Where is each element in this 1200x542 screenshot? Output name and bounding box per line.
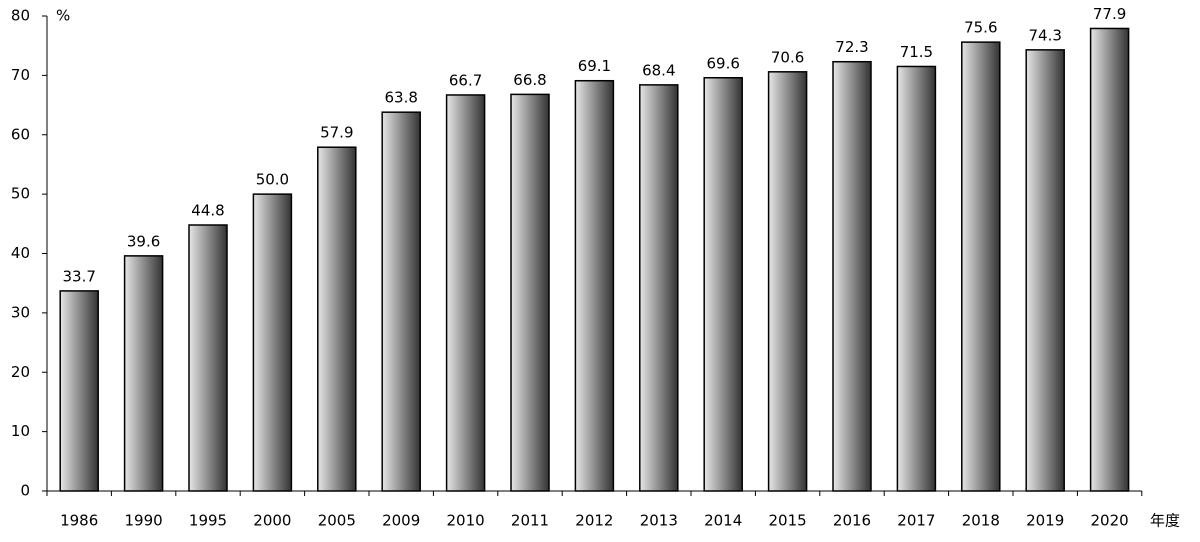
bar [59, 290, 99, 492]
x-tick-label: 2005 [318, 512, 356, 530]
x-tick-label: 2011 [511, 512, 549, 530]
bar [252, 193, 293, 492]
bar [445, 94, 486, 492]
value-label: 63.8 [384, 89, 417, 107]
value-label: 66.7 [449, 71, 482, 89]
value-label: 72.3 [835, 38, 868, 56]
x-tick-label: 2012 [575, 512, 613, 530]
value-label: 57.9 [320, 124, 353, 142]
x-tick-label: 2018 [962, 512, 1000, 530]
y-tick-label: 60 [11, 125, 30, 143]
x-tick-label: 2000 [253, 512, 291, 530]
bar [188, 224, 228, 492]
x-tick-label: 2015 [769, 512, 807, 530]
x-tick-label: 1995 [189, 512, 227, 530]
bar [1025, 49, 1065, 492]
bar [123, 255, 164, 492]
y-tick-label: 10 [11, 422, 30, 440]
bar [381, 111, 421, 492]
x-axis-label: 年度 [1150, 512, 1180, 530]
value-label: 75.6 [964, 19, 997, 37]
y-tick-label: 30 [11, 303, 30, 321]
value-label: 70.6 [771, 48, 804, 66]
x-tick-label: 2010 [447, 512, 485, 530]
y-tick-label: 70 [11, 66, 30, 84]
bar [317, 146, 357, 492]
bar [1089, 27, 1130, 492]
y-tick-label: 50 [11, 185, 30, 203]
y-tick-label: 80 [11, 7, 30, 25]
bar [639, 84, 679, 492]
y-tick-label: 40 [11, 244, 30, 262]
bar [896, 65, 937, 492]
y-tick-label: 0 [20, 482, 30, 500]
value-label: 74.3 [1028, 26, 1061, 44]
x-tick-label: 2014 [704, 512, 742, 530]
value-label: 68.4 [642, 61, 675, 79]
bar [832, 60, 872, 492]
value-label: 44.8 [191, 202, 224, 220]
bar [703, 77, 743, 492]
value-label: 69.1 [578, 57, 611, 75]
value-label: 39.6 [127, 232, 160, 250]
bar [510, 93, 550, 492]
y-tick-label: 20 [11, 363, 30, 381]
y-unit: % [56, 7, 70, 25]
value-label: 71.5 [900, 43, 933, 61]
bar [961, 41, 1001, 492]
x-tick-label: 2009 [382, 512, 420, 530]
x-tick-label: 2017 [897, 512, 935, 530]
x-tick-label: 2013 [640, 512, 678, 530]
value-label: 33.7 [62, 267, 95, 285]
x-tick-label: 2016 [833, 512, 871, 530]
value-label: 50.0 [256, 171, 289, 189]
x-tick-label: 1986 [60, 512, 98, 530]
bar [767, 71, 808, 492]
value-label: 66.8 [513, 71, 546, 89]
x-tick-label: 2020 [1091, 512, 1129, 530]
value-label: 69.6 [706, 54, 739, 72]
x-tick-label: 2019 [1026, 512, 1064, 530]
bar [574, 79, 615, 492]
x-tick-label: 1990 [125, 512, 163, 530]
value-label: 77.9 [1093, 5, 1126, 23]
